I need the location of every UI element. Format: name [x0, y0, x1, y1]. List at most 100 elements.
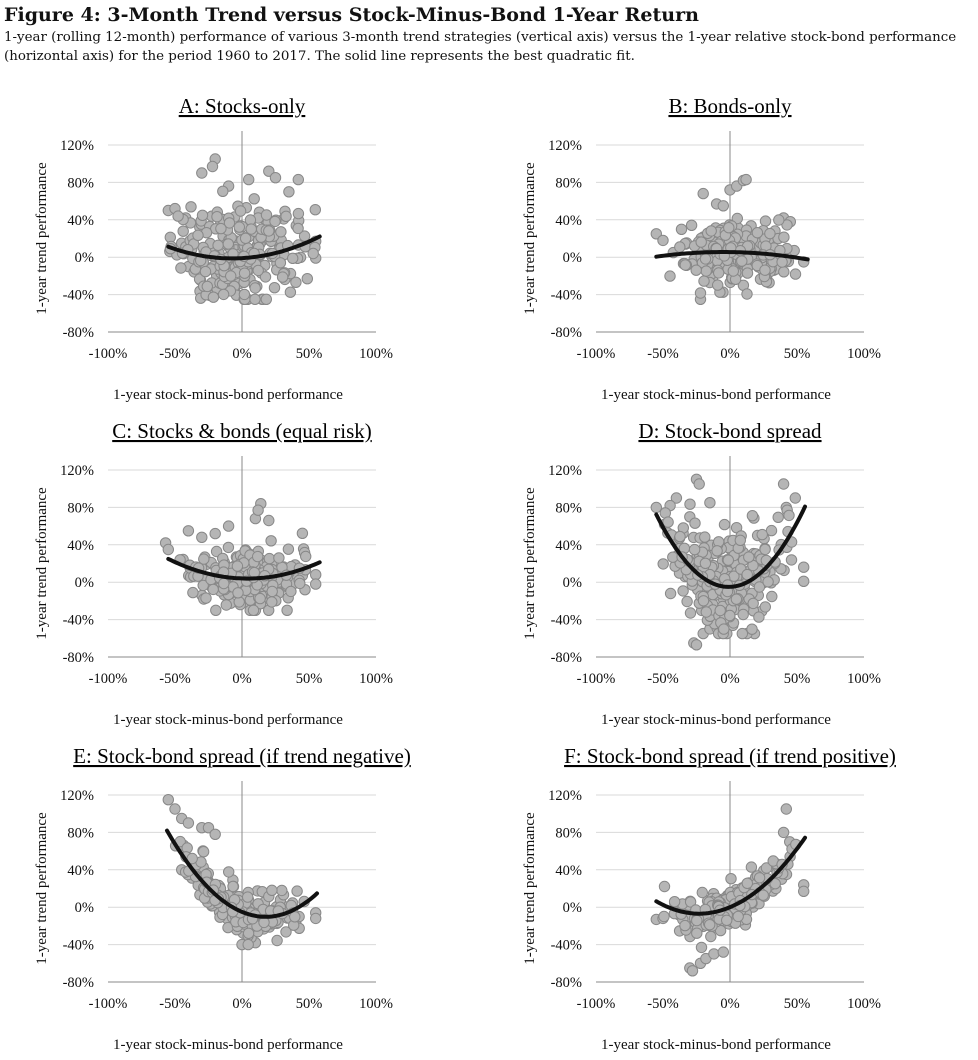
data-point: [311, 570, 321, 580]
data-point: [267, 586, 277, 596]
y-tick-label: 0%: [563, 250, 582, 266]
data-point: [218, 289, 228, 299]
data-point: [687, 966, 697, 976]
data-point: [197, 532, 207, 542]
data-point: [658, 235, 668, 245]
y-tick-label: 120%: [60, 788, 94, 804]
data-point: [706, 226, 716, 236]
scatter-points: [651, 174, 809, 304]
data-point: [799, 562, 809, 572]
data-point: [200, 266, 210, 276]
data-point: [201, 593, 211, 603]
x-tick-label: -50%: [159, 671, 190, 687]
y-tick-label: 80%: [555, 175, 582, 191]
data-point: [700, 254, 710, 264]
y-axis-label: 1-year trend performance: [34, 162, 50, 315]
data-point: [285, 287, 295, 297]
data-point: [246, 224, 256, 234]
y-tick-label: 120%: [60, 138, 94, 154]
data-point: [698, 596, 708, 606]
data-point: [678, 586, 688, 596]
data-point: [243, 939, 253, 949]
data-point: [692, 928, 702, 938]
data-point: [310, 205, 320, 215]
data-point: [210, 829, 220, 839]
data-point: [728, 266, 738, 276]
data-point: [760, 216, 770, 226]
x-axis-label: 1-year stock-minus-bond performance: [601, 1037, 831, 1053]
data-point: [754, 612, 764, 622]
x-tick-label: 0%: [232, 671, 251, 687]
data-point: [748, 598, 758, 608]
y-tick-label: 40%: [555, 213, 582, 229]
data-point: [233, 588, 243, 598]
y-tick-label: 40%: [555, 538, 582, 554]
data-point: [691, 640, 701, 650]
x-axis-label: 1-year stock-minus-bond performance: [601, 387, 831, 403]
data-point: [778, 827, 788, 837]
data-point: [713, 280, 723, 290]
data-point: [742, 878, 752, 888]
data-point: [249, 194, 259, 204]
data-point: [239, 289, 249, 299]
data-point: [741, 174, 751, 184]
data-point: [744, 552, 754, 562]
data-point: [689, 544, 699, 554]
data-point: [188, 587, 198, 597]
data-point: [742, 289, 752, 299]
data-point: [757, 529, 767, 539]
x-tick-label: -100%: [89, 996, 128, 1012]
chart-title: F: Stock-bond spread (if trend positive): [564, 744, 896, 768]
data-point: [198, 847, 208, 857]
y-tick-label: 40%: [67, 213, 94, 229]
data-point: [697, 887, 707, 897]
data-point: [723, 555, 733, 565]
data-point: [709, 949, 719, 959]
data-point: [682, 596, 692, 606]
chart-panel-d: D: Stock-bond spread 120% 80% 40% 0% -40% -80%…: [488, 408, 978, 733]
data-point: [705, 920, 715, 930]
data-point: [243, 928, 253, 938]
x-tick-label: 100%: [847, 346, 881, 362]
x-tick-label: -50%: [647, 671, 678, 687]
y-tick-label: -80%: [63, 975, 94, 991]
data-point: [235, 206, 245, 216]
x-tick-label: 50%: [296, 671, 323, 687]
data-point: [176, 263, 186, 273]
data-point: [726, 874, 736, 884]
chart-title: A: Stocks-only: [179, 94, 306, 118]
y-tick-label: 0%: [563, 900, 582, 916]
data-point: [784, 510, 794, 520]
data-point: [754, 873, 764, 883]
x-tick-label: 50%: [296, 996, 323, 1012]
data-point: [311, 579, 321, 589]
data-point: [261, 294, 271, 304]
data-point: [170, 804, 180, 814]
scatter-chart-c: C: Stocks & bonds (equal risk) 120% 80% 40%…: [0, 408, 490, 733]
data-point: [293, 223, 303, 233]
data-point: [706, 931, 716, 941]
data-point: [288, 253, 298, 263]
chart-panel-e: E: Stock-bond spread (if trend negative)…: [0, 733, 490, 1058]
data-point: [293, 174, 303, 184]
y-tick-label: -40%: [551, 288, 582, 304]
data-point: [735, 535, 745, 545]
data-point: [232, 561, 242, 571]
data-point: [665, 588, 675, 598]
data-point: [269, 283, 279, 293]
y-tick-label: 0%: [563, 575, 582, 591]
data-point: [163, 544, 173, 554]
data-point: [286, 586, 296, 596]
scatter-chart-e: E: Stock-bond spread (if trend negative)…: [0, 733, 490, 1058]
y-tick-label: 40%: [555, 863, 582, 879]
scatter-chart-b: B: Bonds-only120%80%40%0%-40%-80%-100% -5…: [488, 83, 978, 408]
data-point: [718, 947, 728, 957]
data-point: [223, 521, 233, 531]
data-point: [267, 597, 277, 607]
data-point: [737, 628, 747, 638]
data-point: [690, 518, 700, 528]
data-point: [216, 223, 226, 233]
y-tick-label: 40%: [67, 538, 94, 554]
data-point: [213, 240, 223, 250]
y-tick-label: -40%: [63, 938, 94, 954]
